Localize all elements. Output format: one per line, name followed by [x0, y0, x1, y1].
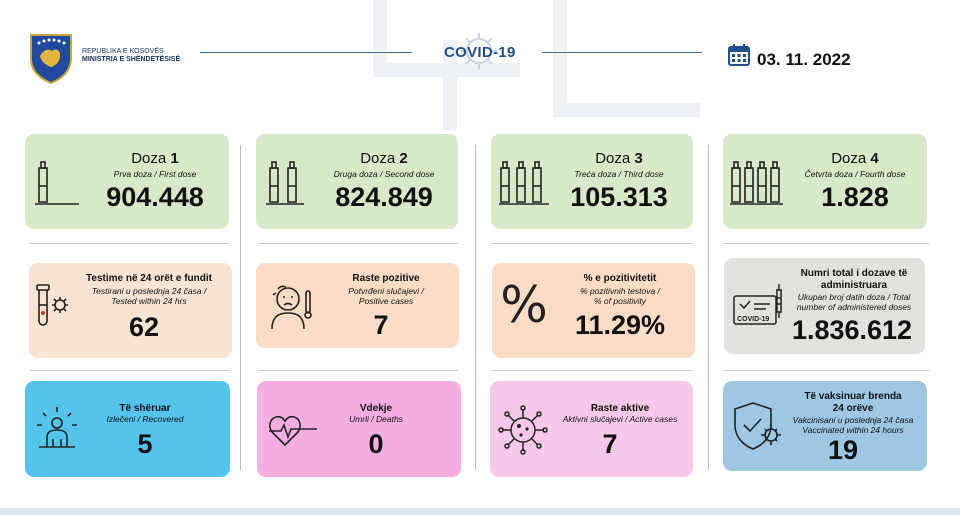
divider-horizontal-6 [258, 370, 458, 371]
deaths-title: Vdekje [359, 403, 393, 414]
divider-horizontal-8 [724, 370, 929, 371]
calendar-icon [728, 44, 750, 66]
report-date: 03. 11. 2022 [757, 50, 851, 69]
divider-vertical-1 [240, 145, 241, 470]
vaccinated-24h-card: Të vaksinuar brenda 24 orëve Vakcinisani… [723, 381, 927, 471]
heartbeat-icon [269, 415, 317, 447]
positive-cases-card: Raste pozitive Potvrđeni slučajevi / Pos… [256, 263, 459, 348]
active-cases-subtitle: Aktivni slučajevi / Active cases [562, 414, 678, 424]
recovered-title: Të shëruar [119, 403, 171, 414]
divider-horizontal-7 [492, 370, 692, 371]
shield-virus-icon [734, 402, 781, 450]
total-doses-title-1: Numri total i dozave të [800, 268, 908, 279]
recovered-subtitle: Izlečeni / Recovered [106, 414, 184, 424]
recovered-person-icon [37, 407, 77, 448]
divider-horizontal-2 [258, 243, 458, 244]
total-doses-subtitle-1: Ukupan broj datih doza / Total [797, 292, 911, 302]
test-tube-icon [36, 284, 68, 326]
dose-4-value: 1.828 [821, 182, 889, 212]
tests-subtitle-1: Testirani u poslednja 24 časa / [91, 286, 207, 296]
vial-icon [35, 161, 79, 205]
page-title: COVID-19 [444, 44, 516, 61]
positive-cases-title: Raste pozitive [352, 273, 420, 284]
dose-3-title: Doza 3 [595, 150, 643, 167]
organization-name: REPUBLIKA E KOSOVËS MINISTRIA E SHËNDETË… [82, 48, 180, 64]
total-doses-title-2: administruara [820, 280, 888, 291]
total-doses-subtitle-2: number of administered doses [796, 302, 912, 312]
positivity-title: % e pozitivitetit [583, 273, 657, 284]
dose-2-card: Doza 2 Druga doza / Second dose 824.849 [256, 134, 458, 229]
divider-horizontal-4 [724, 243, 929, 244]
org-line-1: REPUBLIKA E KOSOVËS [82, 48, 164, 55]
positivity-subtitle-2: % of positivity [594, 296, 646, 306]
active-cases-title: Raste aktive [590, 403, 650, 414]
dose-4-title: Doza 4 [831, 150, 879, 167]
deaths-value: 0 [368, 429, 384, 459]
positivity-card: % % e pozitivitetit % pozitivnih testova… [492, 263, 695, 358]
vial-icon [499, 161, 549, 205]
positivity-subtitle-1: % pozitivnih testova / [580, 286, 660, 296]
header: REPUBLIKA E KOSOVËS MINISTRIA E SHËNDETË… [0, 0, 960, 110]
tests-card: Testime në 24 orët e fundit Testirani u … [29, 263, 232, 358]
org-line-2: MINISTRIA E SHËNDETËSISË [82, 56, 181, 63]
deaths-subtitle: Umrli / Deaths [349, 414, 403, 424]
total-doses-value: 1.836.612 [791, 315, 913, 345]
divider-horizontal-3 [492, 243, 692, 244]
tests-title: Testime në 24 orët e fundit [86, 273, 212, 284]
dose-4-subtitle: Četvrta doza / Fourth dose [804, 169, 906, 179]
dose-1-title: Doza 1 [131, 150, 179, 167]
vaccinated-24h-title-2: 24 orëve [832, 403, 874, 414]
dose-4-card: Doza 4 Četvrta doza / Fourth dose 1.828 [723, 134, 927, 229]
vaccinated-24h-value: 19 [827, 435, 859, 465]
vaccinated-24h-subtitle-2: Vaccinated within 24 hours [802, 425, 904, 435]
divider-horizontal-1 [30, 243, 230, 244]
vial-icon [266, 161, 304, 205]
recovered-card: Të shëruar Izlečeni / Recovered 5 [25, 381, 230, 477]
vaccination-card-icon: COVID-19 [733, 284, 782, 325]
dose-3-subtitle: Treća doza / Third dose [574, 169, 664, 179]
total-doses-card: COVID-19 Numri total i dozave të adminis… [724, 258, 925, 354]
dose-2-subtitle: Druga doza / Second dose [333, 169, 435, 179]
deaths-card: Vdekje Umrli / Deaths 0 [257, 381, 461, 477]
tests-value: 62 [128, 312, 160, 342]
dose-1-subtitle: Prva doza / First dose [113, 169, 197, 179]
vaccinated-24h-title-1: Të vaksinuar brenda [804, 391, 902, 402]
virus-icon [498, 405, 548, 455]
active-cases-card: Raste aktive Aktivni slučajevi / Active … [490, 381, 693, 477]
kosovo-coat-of-arms-logo [30, 34, 72, 84]
positive-cases-value: 7 [373, 310, 389, 340]
sick-person-icon [271, 285, 312, 330]
dose-2-title: Doza 2 [360, 150, 408, 167]
vaccinated-24h-subtitle-1: Vakcinisani u poslednja 24 časa [792, 415, 914, 425]
dose-3-value: 105.313 [570, 182, 668, 212]
positive-cases-subtitle-2: Positive cases [358, 296, 414, 306]
header-line-left [200, 52, 412, 53]
divider-vertical-3 [708, 145, 709, 470]
vaccination-card-label: COVID-19 [737, 316, 769, 323]
recovered-value: 5 [137, 429, 153, 459]
percent-icon: % [500, 276, 548, 334]
divider-horizontal-5 [30, 370, 230, 371]
dose-1-value: 904.448 [106, 182, 204, 212]
vial-icon [730, 161, 783, 205]
header-line-right [542, 52, 702, 53]
dose-1-card: Doza 1 Prva doza / First dose 904.448 [25, 134, 229, 229]
dose-2-value: 824.849 [335, 182, 433, 212]
tests-subtitle-2: Tested within 24 hrs [111, 296, 187, 306]
covid-virus-icon [461, 33, 497, 69]
divider-vertical-2 [475, 145, 476, 470]
dose-3-card: Doza 3 Treća doza / Third dose 105.313 [491, 134, 693, 229]
positivity-value: 11.29% [574, 310, 666, 340]
active-cases-value: 7 [602, 429, 618, 459]
positive-cases-subtitle-1: Potvrđeni slučajevi / [348, 286, 424, 296]
